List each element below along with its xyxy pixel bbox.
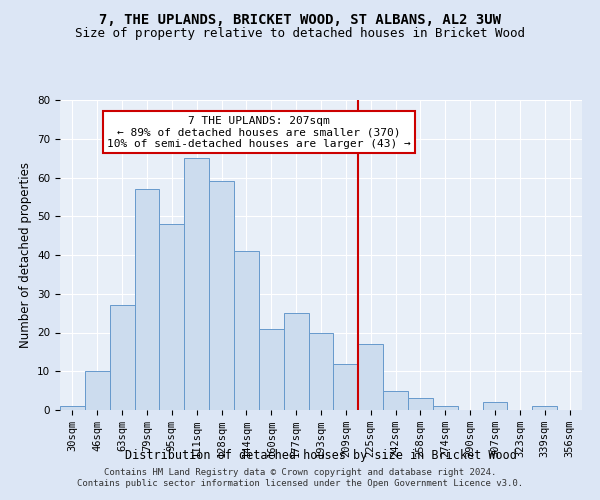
Bar [60,406,85,410]
Bar [160,224,184,410]
Bar [308,332,334,410]
Text: 7, THE UPLANDS, BRICKET WOOD, ST ALBANS, AL2 3UW: 7, THE UPLANDS, BRICKET WOOD, ST ALBANS,… [99,12,501,26]
Bar [358,344,383,410]
Bar [532,406,557,410]
Bar [184,158,209,410]
Bar [284,313,308,410]
Bar [85,371,110,410]
Bar [234,251,259,410]
Bar [383,390,408,410]
Text: Distribution of detached houses by size in Bricket Wood: Distribution of detached houses by size … [125,448,517,462]
Bar [433,406,458,410]
Bar [482,402,508,410]
Text: Contains HM Land Registry data © Crown copyright and database right 2024.
Contai: Contains HM Land Registry data © Crown c… [77,468,523,487]
Bar [259,328,284,410]
Text: 7 THE UPLANDS: 207sqm
← 89% of detached houses are smaller (370)
10% of semi-det: 7 THE UPLANDS: 207sqm ← 89% of detached … [107,116,411,148]
Bar [110,306,134,410]
Text: Size of property relative to detached houses in Bricket Wood: Size of property relative to detached ho… [75,28,525,40]
Bar [209,182,234,410]
Bar [134,189,160,410]
Bar [408,398,433,410]
Y-axis label: Number of detached properties: Number of detached properties [19,162,32,348]
Bar [334,364,358,410]
